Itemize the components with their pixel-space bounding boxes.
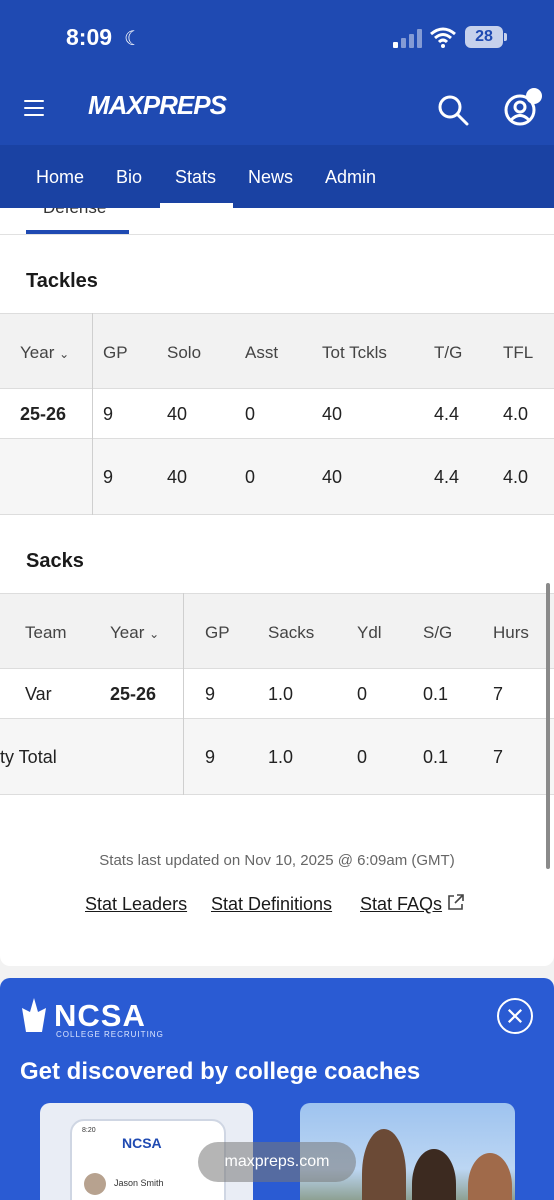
cell-sg: 0.1 bbox=[423, 684, 449, 704]
cell-hurs: 7 bbox=[493, 684, 504, 704]
sacks-table-header: Team Year ⌄ GP Sacks Ydl S/G Hurs bbox=[0, 593, 554, 669]
cell-solo: 40 bbox=[167, 467, 188, 487]
cell-sacks: 1.0 bbox=[268, 684, 294, 704]
chevron-down-icon: ⌄ bbox=[149, 627, 160, 641]
header-hurs[interactable]: Hurs bbox=[493, 623, 529, 642]
tab-home[interactable]: Home bbox=[36, 167, 85, 187]
scrollbar[interactable] bbox=[546, 583, 550, 869]
table-row-total: ty Total 9 1.0 0 0.1 7 bbox=[0, 719, 554, 795]
cell-sg: 0.1 bbox=[423, 747, 449, 767]
browser-url-bar[interactable]: maxpreps.com bbox=[198, 1142, 356, 1182]
sacks-title: Sacks bbox=[26, 550, 84, 572]
avatar bbox=[84, 1173, 106, 1195]
tab-admin[interactable]: Admin bbox=[325, 167, 377, 187]
cell-team: Var bbox=[25, 684, 52, 704]
menu-icon[interactable] bbox=[24, 100, 44, 116]
cell-solo: 40 bbox=[167, 404, 188, 424]
header-gp[interactable]: GP bbox=[103, 343, 128, 362]
header-ydl[interactable]: Ydl bbox=[357, 623, 382, 642]
header-label: Year bbox=[110, 623, 145, 642]
active-tab-indicator bbox=[160, 203, 233, 208]
cell-gp: 9 bbox=[103, 467, 114, 487]
header-sg[interactable]: S/G bbox=[423, 623, 453, 642]
mini-name: Jason Smith bbox=[114, 1178, 164, 1188]
status-time: 8:09 bbox=[66, 24, 113, 50]
moon-icon: ☾ bbox=[124, 28, 142, 50]
header-tot-tckls[interactable]: Tot Tckls bbox=[322, 343, 387, 362]
tackles-title: Tackles bbox=[26, 270, 98, 292]
table-row: 25-26 9 40 0 40 4.4 4.0 bbox=[0, 389, 554, 439]
frozen-column-divider bbox=[183, 593, 184, 795]
cellular-signal-icon bbox=[393, 28, 423, 48]
wifi-icon bbox=[430, 27, 456, 48]
cell-tfl: 4.0 bbox=[503, 467, 529, 487]
cell-year: 25-26 bbox=[20, 404, 67, 424]
header-solo[interactable]: Solo bbox=[167, 343, 202, 362]
search-icon[interactable] bbox=[437, 94, 469, 126]
cell-ydl: 0 bbox=[357, 684, 368, 704]
mini-time: 8:20 bbox=[82, 1127, 96, 1134]
tackles-table-header: Year ⌄ GP Solo Asst Tot Tckls T/G TFL bbox=[0, 313, 554, 389]
cell-asst: 0 bbox=[245, 467, 256, 487]
cell-tg: 4.4 bbox=[434, 467, 460, 487]
person-figure bbox=[468, 1153, 512, 1200]
subtab-indicator bbox=[26, 230, 129, 234]
mini-ncsa-logo: NCSA bbox=[122, 1135, 162, 1151]
header-label: Year bbox=[20, 343, 55, 362]
table-row-total: 9 40 0 40 4.4 4.0 bbox=[0, 439, 554, 515]
cell-asst: 0 bbox=[245, 404, 256, 424]
battery-indicator: 28 bbox=[465, 26, 503, 48]
maxpreps-logo[interactable]: MAXPREPS bbox=[88, 90, 227, 120]
header-tg[interactable]: T/G bbox=[434, 343, 463, 362]
header-team[interactable]: Team bbox=[25, 623, 67, 642]
tab-stats[interactable]: Stats bbox=[175, 167, 217, 187]
ncsa-logo-sub: COLLEGE RECRUITING bbox=[56, 1030, 164, 1039]
stats-card: Defense Tackles Year ⌄ GP Solo Asst Tot … bbox=[0, 208, 554, 966]
header-sacks[interactable]: Sacks bbox=[268, 623, 315, 642]
stat-leaders-link[interactable]: Stat Leaders bbox=[85, 894, 188, 914]
cell-team: ty Total bbox=[0, 747, 57, 767]
cell-hurs: 7 bbox=[493, 747, 504, 767]
cell-gp: 9 bbox=[103, 404, 114, 424]
subtab-defense[interactable]: Defense bbox=[43, 208, 106, 218]
header-tfl[interactable]: TFL bbox=[503, 343, 534, 362]
battery-tip bbox=[504, 33, 507, 41]
profile-icon[interactable] bbox=[504, 94, 536, 126]
ncsa-mark-icon bbox=[22, 998, 46, 1032]
stat-definitions-link[interactable]: Stat Definitions bbox=[211, 894, 333, 914]
nav-bar: Home Bio Stats News Admin bbox=[0, 145, 554, 208]
cell-tot-tckls: 40 bbox=[322, 404, 343, 424]
cell-tot-tckls: 40 bbox=[322, 467, 343, 487]
app-header: 8:09 ☾ 28 MAXPREPS Home Bio Stats News A… bbox=[0, 0, 554, 208]
frozen-column-divider bbox=[92, 313, 93, 515]
external-link-icon[interactable] bbox=[446, 892, 466, 912]
cell-tg: 4.4 bbox=[434, 404, 460, 424]
tab-bio[interactable]: Bio bbox=[116, 167, 143, 187]
cell-sacks: 1.0 bbox=[268, 747, 294, 767]
ncsa-headline: Get discovered by college coaches bbox=[20, 1058, 421, 1085]
close-icon[interactable] bbox=[497, 998, 533, 1034]
header-asst[interactable]: Asst bbox=[245, 343, 279, 362]
header-year-sortable[interactable]: Year ⌄ bbox=[110, 623, 159, 643]
cell-gp: 9 bbox=[205, 747, 216, 767]
table-row: Var 25-26 9 1.0 0 0.1 7 bbox=[0, 669, 554, 719]
notification-dot bbox=[526, 88, 542, 104]
header-gp[interactable]: GP bbox=[205, 623, 230, 642]
tab-news[interactable]: News bbox=[248, 167, 294, 187]
ncsa-logo: NCSA bbox=[54, 998, 146, 1033]
cell-year: 25-26 bbox=[110, 684, 157, 704]
cell-gp: 9 bbox=[205, 684, 216, 704]
chevron-down-icon: ⌄ bbox=[59, 347, 70, 361]
stats-updated-text: Stats last updated on Nov 10, 2025 @ 6:0… bbox=[99, 852, 455, 869]
header-year-sortable[interactable]: Year ⌄ bbox=[20, 343, 69, 363]
cell-tfl: 4.0 bbox=[503, 404, 529, 424]
stat-faqs-link[interactable]: Stat FAQs bbox=[360, 894, 443, 914]
divider bbox=[0, 234, 554, 235]
person-figure bbox=[412, 1149, 456, 1200]
cell-ydl: 0 bbox=[357, 747, 368, 767]
person-figure bbox=[362, 1129, 406, 1200]
